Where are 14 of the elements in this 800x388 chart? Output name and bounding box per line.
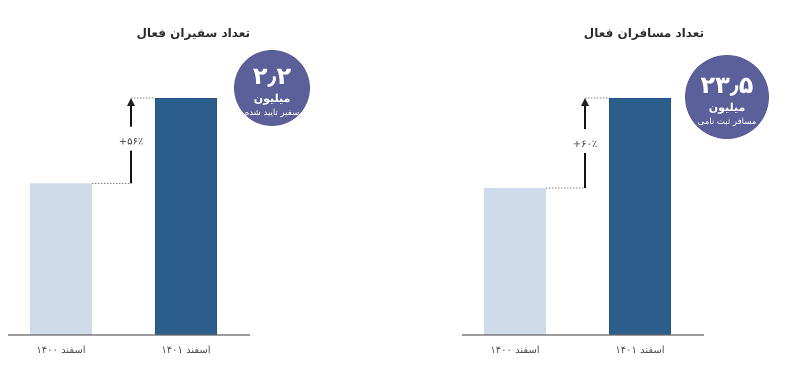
x-tick-label: اسفند ۱۴۰۱ <box>161 345 211 356</box>
text: ۲٫۲ <box>252 62 292 90</box>
text: میلیون <box>708 101 746 114</box>
chart-title: تعداد مسافران فعال <box>584 26 704 40</box>
x-tick-label: اسفند ۱۴۰۰ <box>490 345 540 356</box>
annotation: +۶۰٪ <box>572 139 598 150</box>
annotation: ۲۳٫۵ <box>700 71 754 99</box>
annotation: مسافر ثبت نامی <box>698 117 756 127</box>
x-tick-label: اسفند ۱۴۰۰ <box>36 345 86 356</box>
text: میلیون <box>254 92 290 105</box>
annotation: سفیر تایید شده <box>244 108 300 118</box>
annotation: +۵۶٪ <box>118 136 144 148</box>
chart-title: تعداد سفیران فعال <box>136 26 250 40</box>
x-tick-label: اسفند ۱۴۰۱ <box>615 345 665 356</box>
